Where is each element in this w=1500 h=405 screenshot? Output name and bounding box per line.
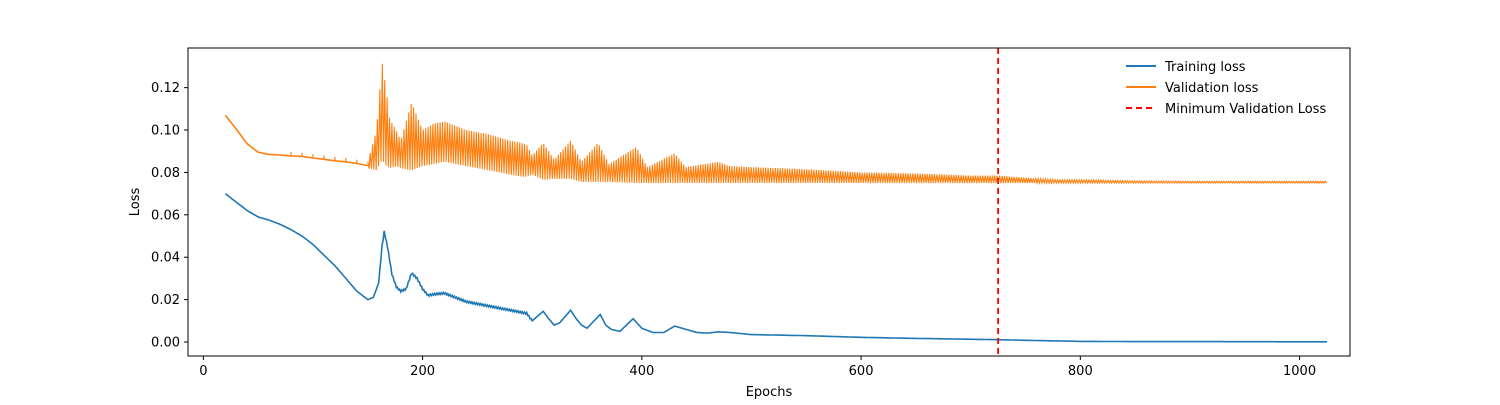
y-tick-label: 0.00 — [151, 336, 180, 351]
x-tick-label: 0 — [199, 364, 207, 379]
training-loss-line — [224, 192, 1327, 343]
y-axis-label: Loss — [128, 188, 143, 217]
y-axis-ticks: 0.00 0.02 0.04 0.06 0.08 0.10 0.12 — [151, 81, 188, 351]
x-tick-label: 200 — [410, 364, 435, 379]
legend-label-validation: Validation loss — [1165, 81, 1259, 96]
x-axis-ticks: 0 200 400 600 800 1000 — [199, 356, 1316, 379]
legend-label-training: Training loss — [1164, 60, 1246, 75]
legend: Training loss Validation loss Minimum Va… — [1126, 60, 1326, 117]
x-tick-label: 400 — [629, 364, 654, 379]
x-axis-label: Epochs — [746, 385, 793, 400]
validation-loss-line — [224, 114, 368, 167]
y-tick-label: 0.02 — [151, 293, 180, 308]
y-tick-label: 0.12 — [151, 81, 180, 96]
axes-frame — [187, 47, 1351, 357]
x-tick-label: 1000 — [1283, 364, 1316, 379]
y-tick-label: 0.06 — [151, 208, 180, 223]
x-tick-label: 600 — [849, 364, 874, 379]
y-tick-label: 0.08 — [151, 166, 180, 181]
y-tick-label: 0.10 — [151, 124, 180, 139]
plot-area — [224, 48, 1327, 356]
y-tick-label: 0.04 — [151, 251, 180, 266]
legend-label-min-val: Minimum Validation Loss — [1165, 102, 1326, 117]
x-tick-label: 800 — [1068, 364, 1093, 379]
validation-loss-band — [367, 63, 1327, 186]
